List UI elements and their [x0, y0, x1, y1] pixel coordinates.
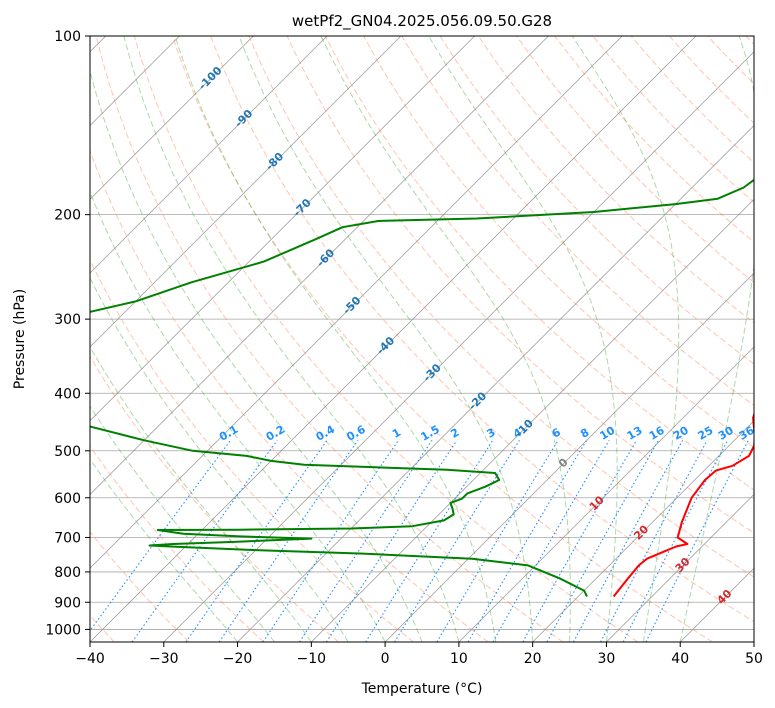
moist-adiabat-line	[90, 345, 312, 642]
mixing-ratio-line	[467, 440, 588, 642]
moist-adiabat-line	[90, 405, 275, 642]
x-tick-label: 10	[450, 651, 468, 667]
dry-adiabat-line	[90, 259, 414, 642]
isotherm-line	[90, 36, 549, 496]
mixing-ratio-line	[185, 439, 328, 642]
x-tick-label: 20	[524, 651, 542, 667]
y-tick-label: 700	[54, 531, 81, 547]
x-tick-label: 0	[381, 651, 390, 667]
chart-title: wetPf2_GN04.2025.056.09.50.G28	[292, 12, 552, 31]
moist-adiabat-line	[123, 36, 460, 642]
isotherm-line	[384, 272, 754, 642]
chart-lines	[90, 36, 754, 642]
dry-adiabat-line	[363, 36, 754, 448]
x-tick-label: 30	[598, 651, 616, 667]
isotherm-line	[311, 198, 754, 642]
y-axis-label: Pressure (hPa)	[12, 289, 28, 389]
y-tick-label: 100	[54, 29, 81, 45]
moist-adiabat-line	[571, 36, 680, 642]
dry-adiabat-line	[401, 36, 754, 406]
dry-adiabat-line	[248, 36, 754, 578]
moist-adiabat-line	[238, 36, 534, 642]
isotherm-line	[90, 36, 623, 569]
y-tick-label: 600	[54, 491, 81, 507]
plot-background	[90, 36, 754, 642]
isotherm-line	[606, 493, 754, 642]
axis-ticks: −40 −30 −20 −10 0 10 20 30 40 50 100 200 300 400 500 60…	[45, 29, 763, 667]
moist-adiabat-line	[174, 36, 497, 642]
y-tick-label: 1000	[45, 622, 81, 638]
isotherm-line	[90, 36, 697, 642]
dry-adiabat-line	[95, 36, 564, 642]
moist-adiabat-line	[90, 68, 423, 642]
moist-adiabat-line	[90, 190, 386, 642]
mixing-ratio-line	[394, 440, 520, 642]
dry-adiabat-line	[324, 36, 754, 491]
isotherm-line	[90, 36, 328, 274]
moist-adiabat-line	[90, 458, 238, 642]
isotherm-line	[90, 36, 475, 422]
y-tick-label: 200	[54, 208, 81, 224]
dry-adiabat-line	[210, 36, 754, 623]
moist-adiabat-line	[679, 36, 754, 642]
mixing-ratio-line	[90, 439, 231, 632]
y-tick-label: 900	[54, 595, 81, 611]
dry-adiabat-line	[286, 36, 754, 534]
y-tick-label: 300	[54, 312, 81, 328]
x-axis-label: Temperature (°C)	[361, 681, 483, 697]
temperature-profile-line	[612, 411, 754, 598]
mixing-ratio-line	[436, 440, 559, 642]
mixing-ratio-line	[622, 440, 729, 642]
mixing-ratio-line	[131, 439, 278, 642]
x-tick-label: 40	[671, 651, 689, 667]
x-tick-label: −20	[223, 651, 253, 667]
dry-adiabat-line	[90, 530, 190, 642]
x-tick-label: −30	[149, 651, 179, 667]
dry-adiabat-line	[90, 355, 339, 642]
isotherm-line	[237, 124, 754, 642]
mixing-ratio-line	[262, 439, 399, 642]
mixing-ratio-label: 36	[737, 424, 757, 443]
mixing-ratio-line	[299, 439, 433, 642]
dewpoint-profile-line	[90, 178, 754, 597]
isotherm-line	[90, 36, 402, 348]
moist-adiabat-line	[90, 276, 349, 642]
moist-adiabat-line	[428, 36, 618, 642]
x-tick-label: 50	[745, 651, 763, 667]
plot-frame	[89, 35, 755, 643]
mixing-ratio-line	[218, 439, 359, 642]
dry-adiabat-line	[439, 36, 754, 365]
y-tick-label: 400	[54, 386, 81, 402]
isotherm-line	[90, 36, 254, 200]
isotherm-line	[458, 346, 754, 642]
y-tick-label: 800	[54, 565, 81, 581]
dry-adiabat-line	[133, 36, 639, 642]
moist-adiabat-line	[320, 36, 571, 642]
mixing-ratio-line	[522, 440, 637, 642]
x-tick-label: −40	[75, 651, 105, 667]
isotherm-line	[753, 641, 754, 642]
mixing-ratio-line	[645, 440, 749, 642]
isotherm-line	[532, 420, 754, 642]
y-tick-label: 500	[54, 444, 81, 460]
x-tick-label: −10	[297, 651, 327, 667]
